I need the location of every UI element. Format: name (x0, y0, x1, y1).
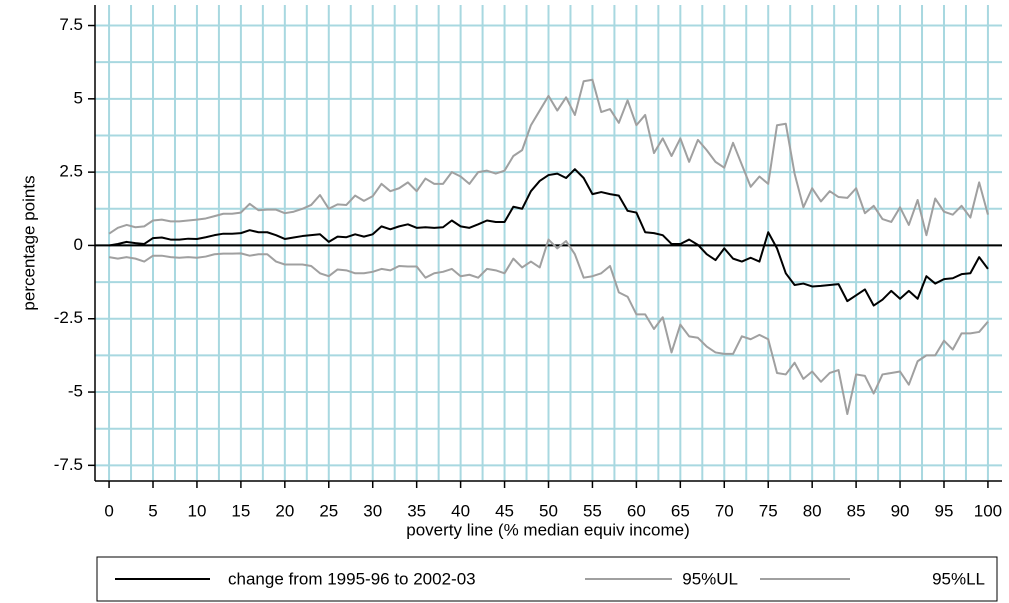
y-tick-label: 7.5 (59, 15, 83, 34)
y-tick-label: -5 (68, 382, 83, 401)
x-tick-label: 20 (275, 501, 294, 520)
legend-label: 95%LL (932, 569, 985, 588)
x-tick-label: 40 (451, 501, 470, 520)
x-tick-label: 50 (539, 501, 558, 520)
series-line (108, 78, 989, 237)
x-tick-label: 10 (187, 501, 206, 520)
x-tick-label: 70 (715, 501, 734, 520)
x-tick-label: 30 (363, 501, 382, 520)
x-tick-label: 85 (847, 501, 866, 520)
x-tick-label: 90 (891, 501, 910, 520)
y-tick-label: -7.5 (54, 455, 83, 474)
x-tick-label: 55 (583, 501, 602, 520)
y-tick-label: 5 (74, 88, 83, 107)
x-tick-label: 25 (319, 501, 338, 520)
x-axis-label: poverty line (% median equiv income) (406, 520, 689, 539)
x-tick-label: 35 (407, 501, 426, 520)
y-axis-label: percentage points (19, 175, 38, 310)
y-tick-label: -2.5 (54, 308, 83, 327)
legend-label: change from 1995-96 to 2002-03 (228, 569, 476, 588)
x-tick-label: 0 (104, 501, 113, 520)
x-tick-label: 65 (671, 501, 690, 520)
x-tick-label: 15 (231, 501, 250, 520)
y-tick-label: 0 (74, 235, 83, 254)
x-tick-label: 60 (627, 501, 646, 520)
x-tick-label: 45 (495, 501, 514, 520)
x-tick-label: 75 (759, 501, 778, 520)
y-tick-label: 2.5 (59, 162, 83, 181)
series-line (108, 168, 989, 307)
legend-label: 95%UL (682, 569, 738, 588)
series-line (108, 238, 989, 416)
x-tick-label: 5 (148, 501, 157, 520)
x-tick-label: 95 (935, 501, 954, 520)
x-tick-label: 100 (974, 501, 1002, 520)
x-tick-label: 80 (803, 501, 822, 520)
